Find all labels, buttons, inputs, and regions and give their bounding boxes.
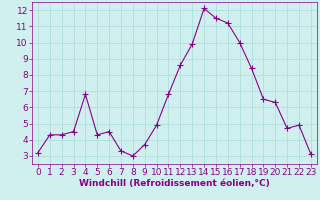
X-axis label: Windchill (Refroidissement éolien,°C): Windchill (Refroidissement éolien,°C): [79, 179, 270, 188]
